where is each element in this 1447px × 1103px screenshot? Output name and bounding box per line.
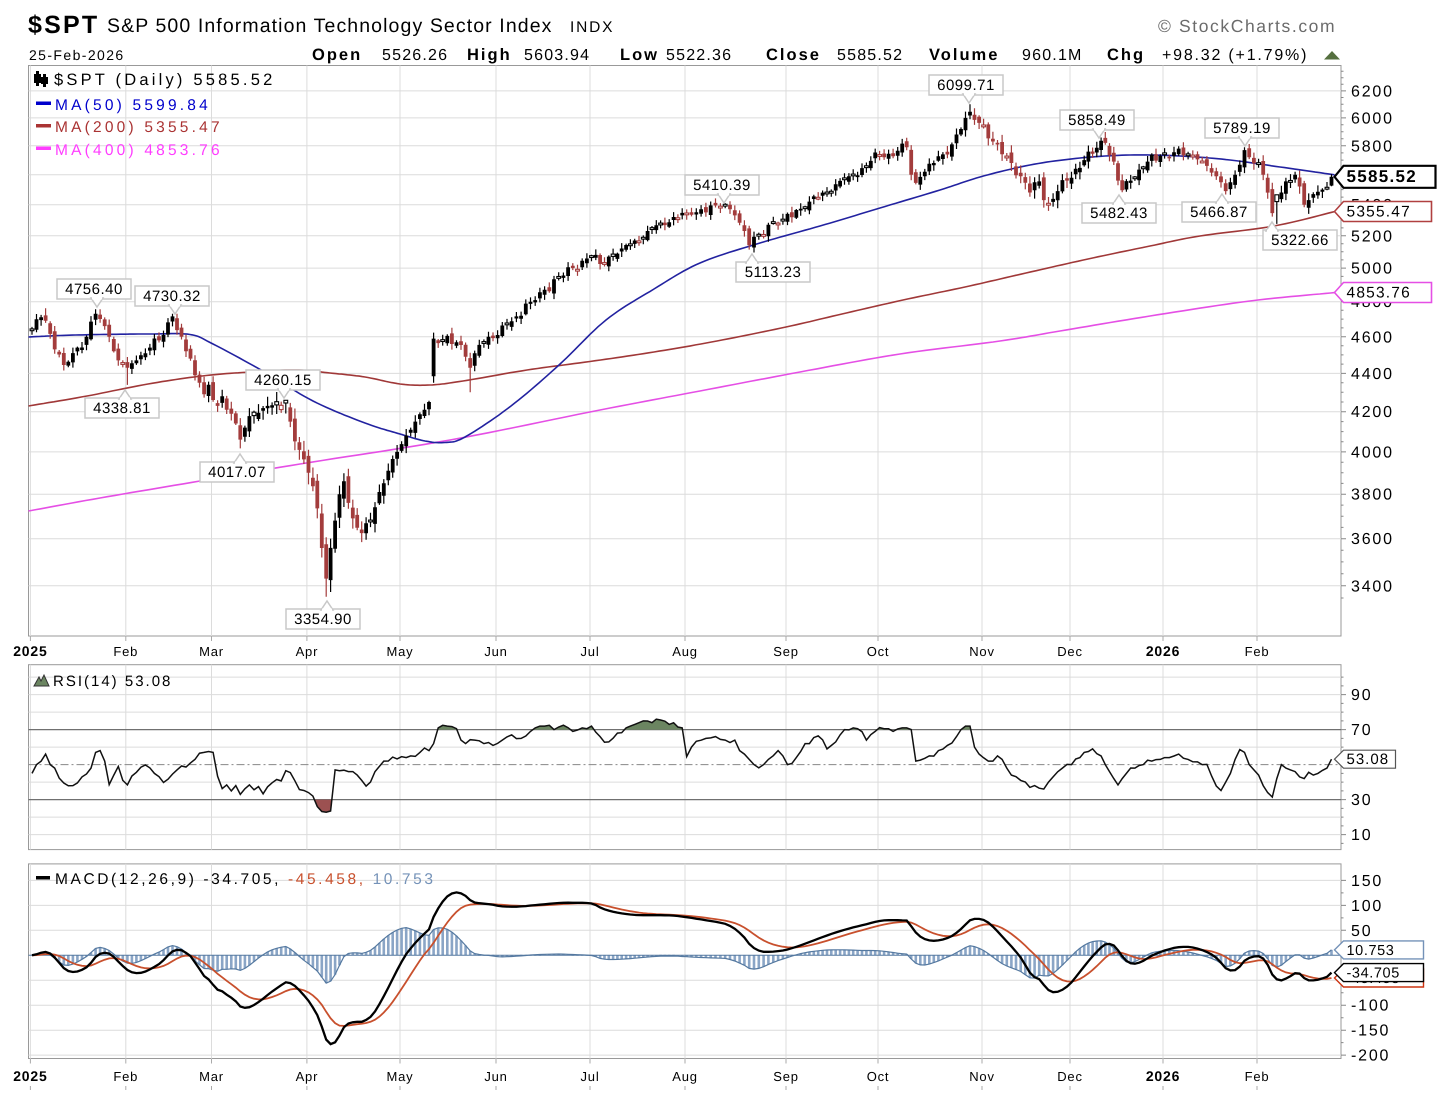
svg-text:Close: Close	[766, 46, 821, 64]
svg-text:50: 50	[1351, 923, 1372, 940]
svg-text:MA(400) 4853.76: MA(400) 4853.76	[55, 142, 223, 159]
svg-text:-200: -200	[1351, 1048, 1390, 1065]
svg-text:Aug: Aug	[672, 1069, 698, 1084]
svg-text:Jun: Jun	[484, 644, 507, 659]
svg-text:6099.71: 6099.71	[937, 77, 995, 94]
svg-text:10.753: 10.753	[1347, 943, 1395, 959]
svg-text:5200: 5200	[1351, 228, 1394, 245]
svg-text:5789.19: 5789.19	[1213, 120, 1271, 137]
svg-text:5858.49: 5858.49	[1068, 112, 1126, 129]
svg-text:4017.07: 4017.07	[208, 464, 266, 481]
svg-text:25-Feb-2026: 25-Feb-2026	[29, 47, 125, 63]
svg-text:Jul: Jul	[580, 1069, 599, 1084]
svg-text:2025: 2025	[13, 1068, 47, 1084]
svg-text:+98.32 (+1.79%): +98.32 (+1.79%)	[1162, 47, 1308, 64]
svg-text:Dec: Dec	[1057, 644, 1083, 659]
svg-text:960.1M: 960.1M	[1022, 47, 1083, 64]
svg-text:4200: 4200	[1351, 404, 1394, 421]
svg-text:150: 150	[1351, 873, 1383, 890]
svg-text:Volume: Volume	[929, 46, 999, 64]
svg-text:S&P 500 Information Technology: S&P 500 Information Technology Sector In…	[107, 15, 553, 37]
svg-text:5322.66: 5322.66	[1271, 232, 1329, 249]
svg-text:53.08: 53.08	[1347, 751, 1390, 768]
svg-text:Nov: Nov	[969, 644, 995, 659]
svg-text:2025: 2025	[13, 643, 47, 659]
svg-text:Mar: Mar	[199, 1069, 224, 1084]
svg-text:-150: -150	[1351, 1023, 1390, 1040]
svg-text:INDX: INDX	[570, 19, 614, 36]
svg-text:4853.76: 4853.76	[1347, 285, 1411, 302]
svg-text:2026: 2026	[1146, 643, 1180, 659]
svg-text:3800: 3800	[1351, 487, 1394, 504]
svg-text:Oct: Oct	[867, 644, 890, 659]
svg-text:3354.90: 3354.90	[294, 611, 352, 628]
svg-text:-34.705: -34.705	[1347, 966, 1400, 982]
svg-text:Apr: Apr	[296, 1069, 319, 1084]
svg-text:5585.52: 5585.52	[837, 47, 903, 64]
svg-text:Dec: Dec	[1057, 1069, 1083, 1084]
svg-text:Aug: Aug	[672, 644, 698, 659]
svg-text:Chg: Chg	[1107, 46, 1145, 64]
svg-text:4260.15: 4260.15	[254, 372, 312, 389]
svg-text:10: 10	[1351, 827, 1372, 844]
svg-text:3600: 3600	[1351, 531, 1394, 548]
svg-text:90: 90	[1351, 687, 1372, 704]
svg-text:RSI(14) 53.08: RSI(14) 53.08	[53, 673, 172, 690]
svg-text:Feb: Feb	[113, 644, 138, 659]
svg-text:5800: 5800	[1351, 138, 1394, 155]
svg-text:5585.52: 5585.52	[1347, 167, 1418, 186]
svg-text:5113.23: 5113.23	[745, 264, 802, 281]
svg-text:Open: Open	[312, 46, 362, 64]
svg-text:100: 100	[1351, 898, 1383, 915]
svg-text:Feb: Feb	[1245, 644, 1270, 659]
svg-text:4400: 4400	[1351, 366, 1394, 383]
svg-text:High: High	[467, 46, 512, 64]
svg-text:MA(50) 5599.84: MA(50) 5599.84	[55, 97, 211, 114]
svg-text:Apr: Apr	[296, 644, 319, 659]
svg-text:$SPT (Daily) 5585.52: $SPT (Daily) 5585.52	[54, 71, 275, 89]
svg-text:5526.26: 5526.26	[382, 47, 448, 64]
svg-text:Jul: Jul	[580, 644, 599, 659]
svg-text:6200: 6200	[1351, 83, 1394, 100]
svg-text:4000: 4000	[1351, 444, 1394, 461]
svg-text:5522.36: 5522.36	[666, 47, 732, 64]
svg-text:5000: 5000	[1351, 261, 1394, 278]
svg-text:© StockCharts.com: © StockCharts.com	[1158, 16, 1336, 36]
svg-text:4338.81: 4338.81	[93, 400, 151, 417]
svg-text:May: May	[387, 644, 414, 659]
svg-text:Jun: Jun	[484, 1069, 507, 1084]
svg-text:$SPT: $SPT	[28, 11, 99, 39]
svg-text:5355.47: 5355.47	[1347, 203, 1411, 220]
svg-text:Feb: Feb	[1245, 1069, 1270, 1084]
svg-text:5603.94: 5603.94	[524, 47, 590, 64]
svg-text:MA(200) 5355.47: MA(200) 5355.47	[55, 119, 223, 136]
svg-text:30: 30	[1351, 792, 1372, 809]
svg-text:5466.87: 5466.87	[1190, 204, 1248, 221]
svg-text:-100: -100	[1351, 998, 1390, 1015]
svg-text:MACD(12,26,9) -34.705, -45.458: MACD(12,26,9) -34.705, -45.458, 10.753	[55, 871, 436, 888]
svg-text:4756.40: 4756.40	[65, 281, 123, 298]
svg-text:Mar: Mar	[199, 644, 224, 659]
svg-text:Nov: Nov	[969, 1069, 995, 1084]
svg-text:Sep: Sep	[773, 1069, 799, 1084]
svg-text:Low: Low	[620, 46, 659, 64]
svg-text:6000: 6000	[1351, 110, 1394, 127]
svg-text:3400: 3400	[1351, 578, 1394, 595]
svg-text:5410.39: 5410.39	[693, 177, 751, 194]
svg-text:Sep: Sep	[773, 644, 799, 659]
svg-text:70: 70	[1351, 722, 1372, 739]
svg-text:Feb: Feb	[113, 1069, 138, 1084]
svg-text:May: May	[387, 1069, 414, 1084]
svg-text:5482.43: 5482.43	[1090, 205, 1148, 222]
svg-text:4730.32: 4730.32	[143, 288, 201, 305]
svg-text:Oct: Oct	[867, 1069, 890, 1084]
svg-text:2026: 2026	[1146, 1068, 1180, 1084]
svg-text:4600: 4600	[1351, 329, 1394, 346]
